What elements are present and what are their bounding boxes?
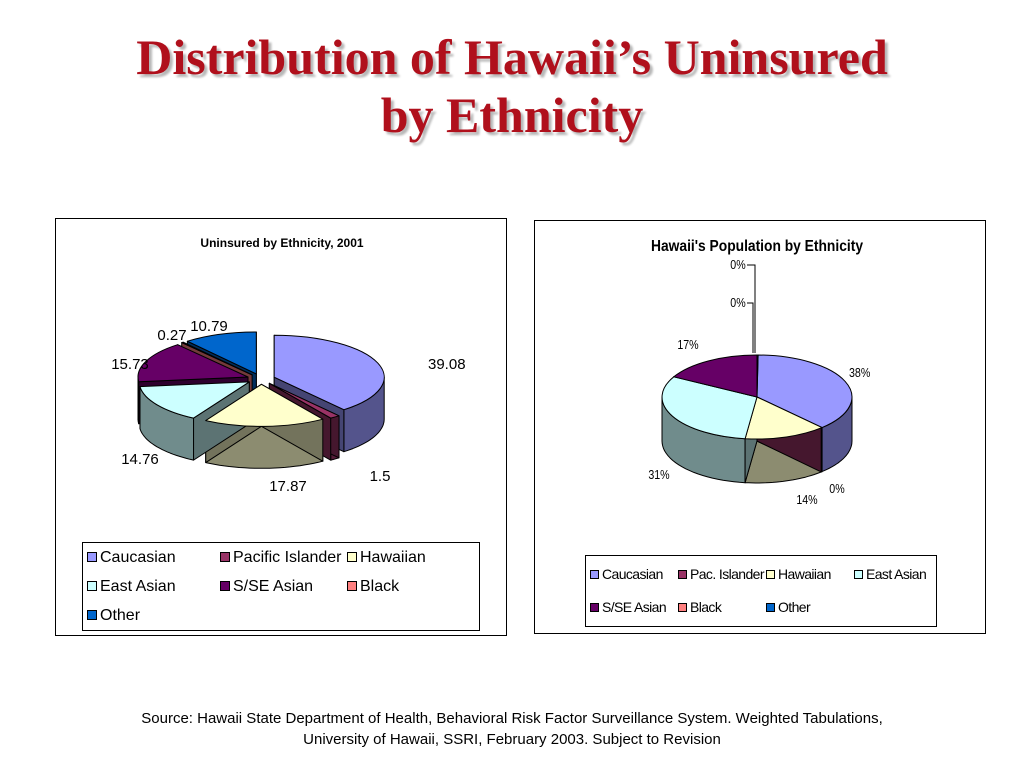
population-slice-east-asian <box>661 376 758 440</box>
population-tops <box>661 354 853 440</box>
uninsured-legend-label-east-asian: East Asian <box>100 578 176 595</box>
population-leader-line-black <box>747 302 754 353</box>
slide-title-line-1: Distribution of Hawaii’s Uninsured <box>136 29 888 85</box>
population-legend-item-s-se-asian: S/SE Asian <box>590 599 667 615</box>
source-note-line-1: Source: Hawaii State Department of Healt… <box>141 710 883 727</box>
uninsured-slice-other <box>186 331 257 375</box>
uninsured-chart-title: Uninsured by Ethnicity, 2001 <box>200 236 363 250</box>
population-chart-title: Hawaii's Population by Ethnicity <box>651 238 863 255</box>
uninsured-legend: Caucasian Pacific Islander Hawaiian East As… <box>82 542 480 631</box>
uninsured-slice-black <box>181 341 253 376</box>
population-data-label-black: 0% <box>730 295 746 310</box>
uninsured-legend-item-caucasian: Caucasian <box>87 549 176 567</box>
source-note-line-2: University of Hawaii, SSRI, February 200… <box>303 731 721 748</box>
uninsured-slice-pacific-islander <box>268 382 340 419</box>
population-legend-item-hawaiian: Hawaiian <box>766 566 831 582</box>
uninsured-legend-label-hawaiian: Hawaiian <box>360 549 426 566</box>
population-legend-item-other: Other <box>766 599 811 615</box>
population-legend-item-caucasian: Caucasian <box>590 566 663 582</box>
uninsured-slice-east-asian <box>139 381 250 419</box>
uninsured-legend-label-caucasian: Caucasian <box>100 549 176 566</box>
population-data-label-other: 0% <box>730 257 746 272</box>
population-legend-swatch-east-asian <box>854 569 863 579</box>
population-legend-item-pac-islander: Pac. Islander <box>678 566 765 582</box>
population-slice-hawaiian <box>744 396 823 440</box>
uninsured-slice-hawaiian <box>205 383 324 427</box>
population-data-label-caucasian: 38% <box>849 365 871 380</box>
uninsured-data-label-east-asian: 14.76 <box>121 451 159 468</box>
population-legend-swatch-pac-islander <box>678 569 687 579</box>
uninsured-legend-label-s-se-asian: S/SE Asian <box>233 578 314 595</box>
population-legend-item-east-asian: East Asian <box>854 566 927 582</box>
uninsured-tops <box>137 331 385 427</box>
population-legend-swatch-black <box>678 602 687 612</box>
population-legend-swatch-s-se-asian <box>590 602 599 612</box>
uninsured-legend-swatch-s-se-asian <box>220 580 230 591</box>
population-legend-label-hawaiian: Hawaiian <box>778 566 831 582</box>
uninsured-chart-panel: Uninsured by Ethnicity, 2001 39.08 1.5 17.8… <box>55 218 507 636</box>
uninsured-legend-item-black: Black <box>347 578 399 596</box>
population-chart-panel: Hawaii's Population by Ethnicity 38% 0% 14%… <box>534 220 986 634</box>
uninsured-legend-label-black: Black <box>360 578 400 595</box>
population-slice-s-se-asian <box>673 354 758 398</box>
slide-title: Distribution of Hawaii’s Uninsured by Et… <box>0 28 1024 144</box>
uninsured-legend-item-pacific-islander: Pacific Islander <box>220 549 342 567</box>
uninsured-legend-item-other: Other <box>87 607 140 625</box>
population-legend-label-s-se-asian: S/SE Asian <box>602 599 667 615</box>
population-legend-label-black: Black <box>690 599 722 615</box>
uninsured-data-label-other: 10.79 <box>190 318 228 335</box>
uninsured-slice-side-s-se-asian <box>137 376 140 425</box>
population-legend-label-pac-islander: Pac. Islander <box>690 566 765 582</box>
uninsured-data-label-pacific-islander: 1.5 <box>370 468 391 485</box>
uninsured-legend-swatch-black <box>347 580 357 591</box>
uninsured-pie-chart: Uninsured by Ethnicity, 2001 39.08 1.5 17.8… <box>111 236 466 495</box>
population-legend-label-other: Other <box>778 599 811 615</box>
uninsured-data-label-caucasian: 39.08 <box>428 356 466 373</box>
population-legend-label-caucasian: Caucasian <box>602 566 663 582</box>
population-data-label-hawaiian: 14% <box>796 492 818 507</box>
uninsured-slice-s-se-asian <box>137 344 249 383</box>
uninsured-legend-swatch-other <box>87 609 97 620</box>
uninsured-legend-item-east-asian: East Asian <box>87 578 176 596</box>
uninsured-slice-caucasian <box>273 334 385 411</box>
uninsured-legend-swatch-hawaiian <box>347 551 357 562</box>
population-pie-chart: Hawaii's Population by Ethnicity 38% 0% 14%… <box>648 238 871 507</box>
population-legend-swatch-other <box>766 602 775 612</box>
uninsured-legend-swatch-caucasian <box>87 551 97 562</box>
uninsured-legend-swatch-east-asian <box>87 580 97 591</box>
population-leader-line-other <box>747 264 756 353</box>
population-legend: Caucasian Pac. Islander Hawaiian East Asian… <box>585 555 937 627</box>
uninsured-legend-swatch-pacific-islander <box>220 551 230 562</box>
population-slice-caucasian <box>756 354 853 429</box>
population-data-label-s-se-asian: 17% <box>677 337 699 352</box>
population-legend-item-black: Black <box>678 599 722 615</box>
uninsured-data-label-s-se-asian: 15.73 <box>111 356 149 373</box>
population-legend-label-east-asian: East Asian <box>866 566 927 582</box>
population-slice-other <box>756 354 759 398</box>
source-note: Source: Hawaii State Department of Healt… <box>0 708 1024 750</box>
uninsured-legend-label-pacific-islander: Pacific Islander <box>233 549 342 566</box>
uninsured-legend-item-hawaiian: Hawaiian <box>347 549 426 567</box>
uninsured-data-label-black: 0.27 <box>157 327 186 344</box>
slide-title-line-2: by Ethnicity <box>380 87 644 143</box>
uninsured-data-label-hawaiian: 17.87 <box>269 478 307 495</box>
population-legend-swatch-hawaiian <box>766 569 775 579</box>
population-legend-swatch-caucasian <box>590 569 599 579</box>
population-data-label-east-asian: 31% <box>648 467 670 482</box>
uninsured-legend-label-other: Other <box>100 607 141 624</box>
uninsured-legend-item-s-se-asian: S/SE Asian <box>220 578 313 596</box>
population-data-label-pac-islander: 0% <box>829 481 845 496</box>
